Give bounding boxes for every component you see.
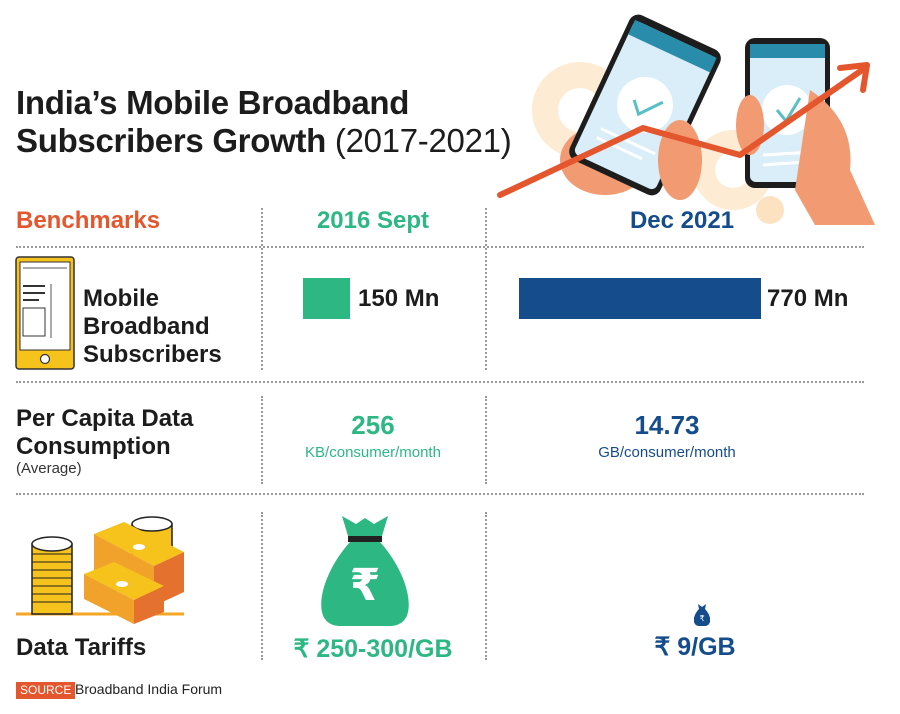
title-line-2: Subscribers Growth (2017-2021) bbox=[16, 122, 512, 160]
page-title: India’s Mobile Broadband Subscribers Gro… bbox=[16, 84, 512, 160]
label-mobile-broadband-subscribers: Mobile Broadband Subscribers bbox=[83, 285, 222, 369]
rupee-symbol: ₹ bbox=[350, 560, 381, 611]
row-divider bbox=[16, 493, 864, 495]
row-divider bbox=[16, 246, 864, 248]
tariff-2016-sept: ₹ 250-300/GB bbox=[293, 635, 453, 663]
value-label-dec-2021: 770 Mn bbox=[767, 285, 849, 312]
unit-kb-consumer-month: KB/consumer/month bbox=[305, 444, 441, 461]
label-line: Subscribers bbox=[83, 341, 222, 368]
money-stack-icon bbox=[16, 516, 184, 624]
column-divider bbox=[485, 512, 487, 660]
rupee-symbol-small: ₹ bbox=[699, 614, 704, 623]
label-line: Mobile bbox=[83, 285, 159, 312]
small-money-bag-icon: ₹ bbox=[694, 604, 710, 626]
tariff-dec-2021: ₹ 9/GB bbox=[654, 633, 736, 661]
value-14-73: 14.73 bbox=[634, 410, 700, 440]
source-tag: SOURCE bbox=[16, 682, 76, 699]
title-line-1: India’s Mobile Broadband bbox=[16, 84, 410, 121]
column-divider bbox=[485, 396, 487, 484]
column-divider bbox=[261, 396, 263, 484]
smartphone-icon bbox=[15, 256, 75, 370]
label-per-capita-data-consumption: Per Capita Data Consumption bbox=[16, 405, 193, 461]
label-average: (Average) bbox=[16, 460, 82, 477]
bar-dec-2021 bbox=[519, 278, 761, 319]
left-phone-icon bbox=[560, 14, 721, 200]
column-divider bbox=[485, 208, 487, 370]
value-label-2016-sept: 150 Mn bbox=[358, 285, 440, 312]
money-bag-icon: ₹ bbox=[321, 516, 409, 626]
header-dec-2021: Dec 2021 bbox=[629, 207, 735, 234]
label-line: Broadband bbox=[83, 313, 210, 340]
column-divider bbox=[261, 512, 263, 660]
right-phone-icon bbox=[736, 38, 875, 225]
source-text: Broadband India Forum bbox=[75, 681, 223, 697]
column-divider bbox=[261, 208, 263, 370]
title-years: (2017-2021) bbox=[334, 122, 512, 159]
unit-gb-consumer-month: GB/consumer/month bbox=[598, 444, 736, 461]
header-benchmarks: Benchmarks bbox=[16, 207, 161, 234]
row-divider bbox=[16, 381, 864, 383]
label-line: Consumption bbox=[16, 433, 171, 460]
value-256: 256 bbox=[351, 410, 395, 440]
title-bold: Subscribers Growth bbox=[16, 122, 327, 159]
header-2016-sept: 2016 Sept bbox=[316, 207, 430, 234]
bar-2016-sept bbox=[303, 278, 350, 319]
phones-growth-illustration bbox=[497, 14, 875, 225]
dot-decoration bbox=[756, 196, 784, 224]
label-line: Per Capita Data bbox=[16, 405, 194, 432]
label-data-tariffs: Data Tariffs bbox=[16, 634, 147, 661]
growth-arrow-icon bbox=[497, 62, 870, 198]
